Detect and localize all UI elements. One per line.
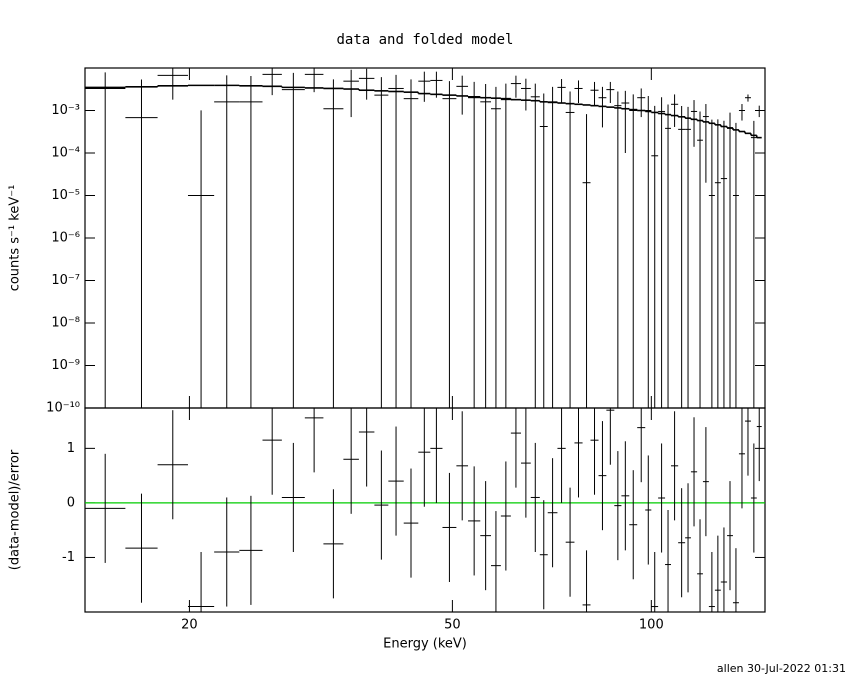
chart-title: data and folded model <box>336 32 513 48</box>
y-tick-label: 1 <box>67 441 75 456</box>
y-axis-label: counts s⁻¹ keV⁻¹ <box>8 185 23 292</box>
y-tick-label: 10⁻³ <box>51 103 80 118</box>
panel-frame <box>84 407 766 613</box>
y-tick-label: 0 <box>67 495 75 510</box>
residual-panel <box>85 408 765 612</box>
y-tick-label: 10⁻⁷ <box>51 273 80 288</box>
y-axis-label: (data-model)/error <box>8 449 23 570</box>
x-tick-label: 20 <box>181 618 198 633</box>
y-tick-label: 10⁻⁹ <box>51 358 80 373</box>
x-tick-label: 50 <box>444 618 461 633</box>
data-panel <box>85 68 762 408</box>
y-tick-label: -1 <box>62 550 75 565</box>
x-axis-label: Energy (keV) <box>383 637 467 652</box>
y-tick-label: 10⁻⁴ <box>51 146 80 161</box>
panel-frame <box>84 67 766 409</box>
x-tick-label: 100 <box>639 618 664 633</box>
y-tick-label: 10⁻⁸ <box>51 316 80 331</box>
y-tick-label: 10⁻¹⁰ <box>46 401 80 416</box>
y-tick-label: 10⁻⁶ <box>51 231 80 246</box>
y-tick-label: 10⁻⁵ <box>51 188 80 203</box>
footer: allen 30-Jul-2022 01:31 <box>717 662 846 675</box>
